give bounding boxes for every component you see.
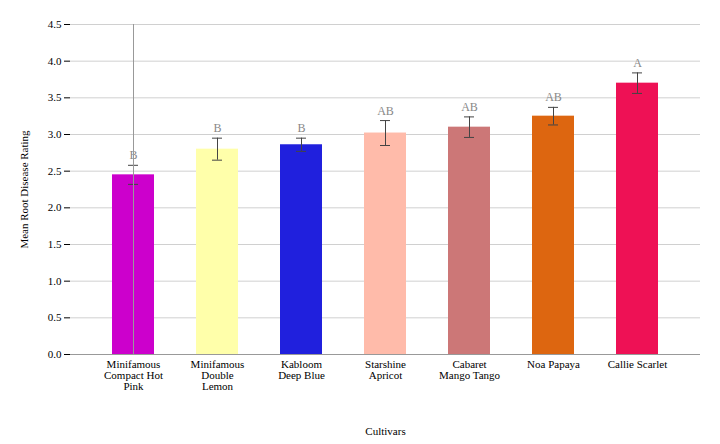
svg-text:AB: AB: [545, 90, 562, 104]
svg-text:Cultivars: Cultivars: [365, 425, 405, 437]
svg-text:StarshineApricot: StarshineApricot: [365, 358, 406, 381]
svg-text:AB: AB: [377, 104, 394, 118]
svg-text:B: B: [129, 148, 138, 163]
svg-text:MinifamousCompact HotPink: MinifamousCompact HotPink: [104, 358, 163, 392]
svg-text:1.5: 1.5: [48, 238, 62, 250]
svg-text:Mean Root Disease Rating: Mean Root Disease Rating: [18, 130, 30, 249]
svg-text:CabaretMango Tango: CabaretMango Tango: [439, 358, 501, 381]
svg-text:1.0: 1.0: [48, 275, 62, 287]
svg-text:4.0: 4.0: [48, 55, 62, 67]
svg-text:Noa Papaya: Noa Papaya: [527, 358, 580, 370]
svg-text:A: A: [633, 56, 642, 70]
svg-text:3.0: 3.0: [48, 128, 62, 140]
svg-text:2.0: 2.0: [48, 201, 62, 213]
svg-text:MinifamousDoubleLemon: MinifamousDoubleLemon: [191, 358, 245, 392]
svg-text:B: B: [213, 121, 221, 135]
svg-text:AB: AB: [461, 100, 478, 114]
svg-text:Callie Scarlet: Callie Scarlet: [608, 358, 668, 370]
svg-text:4.5: 4.5: [48, 18, 62, 30]
svg-text:KabloomDeep Blue: KabloomDeep Blue: [278, 358, 325, 381]
svg-text:2.5: 2.5: [48, 165, 62, 177]
svg-text:B: B: [297, 121, 305, 135]
svg-text:3.5: 3.5: [48, 91, 62, 103]
svg-text:0.0: 0.0: [48, 348, 62, 360]
svg-text:0.5: 0.5: [48, 311, 62, 323]
